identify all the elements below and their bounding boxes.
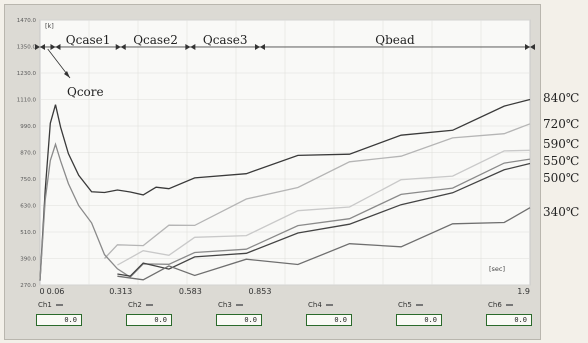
channel-label: Ch3 — [218, 301, 232, 309]
series-line-3 — [117, 149, 531, 266]
channel-value-field[interactable]: 0.0 — [396, 314, 442, 326]
channel-label: Ch1 — [38, 301, 52, 309]
phase-boundary-arrow — [35, 44, 45, 50]
annotation-arrowhead — [64, 71, 70, 78]
y-tick-label: 390.0 — [20, 257, 36, 263]
series-label-4: 550℃ — [543, 154, 579, 168]
series-label-5: 500℃ — [543, 171, 579, 185]
y-tick-label: 1110.0 — [17, 98, 37, 104]
x-tick-label: 0.853 — [249, 287, 272, 296]
phase-boundary-arrow — [50, 44, 61, 50]
series-line-2 — [104, 123, 531, 259]
x-tick-label: 1.9 — [517, 287, 530, 296]
phase-boundary-arrow — [525, 44, 535, 50]
channel-swatch — [506, 304, 513, 306]
channel-swatch — [236, 304, 243, 306]
channel-6: Ch6 0.0 — [486, 300, 546, 334]
channel-label: Ch5 — [398, 301, 412, 309]
channel-value-field[interactable]: 0.0 — [306, 314, 352, 326]
series-label-1: 840℃ — [543, 91, 579, 105]
channel-swatch — [326, 304, 333, 306]
channel-label: Ch4 — [308, 301, 322, 309]
series-line-6 — [117, 207, 531, 281]
y-tick-label: 1350.0 — [17, 45, 37, 51]
channel-5: Ch5 0.0 — [396, 300, 456, 334]
channel-swatch — [416, 304, 423, 306]
phase-label: Qbead — [375, 33, 415, 47]
channel-value-field[interactable]: 0.0 — [36, 314, 82, 326]
channel-label: Ch2 — [128, 301, 142, 309]
channel-readouts: Ch1 0.0 Ch2 0.0 Ch3 0.0 Ch4 0.0 Ch5 0.0 Ch6 0.0 — [36, 300, 536, 334]
x-tick-label: 0.583 — [179, 287, 202, 296]
phase-boundary-arrow — [185, 44, 196, 50]
x-tick-label: 0.06 — [47, 287, 65, 296]
y-tick-label: 1230.0 — [17, 71, 37, 77]
phase-boundary-arrow — [115, 44, 126, 50]
series-line-4 — [39, 142, 531, 281]
y-tick-label: 1470.0 — [17, 18, 37, 24]
channel-2: Ch2 0.0 — [126, 300, 186, 334]
channel-swatch — [56, 304, 63, 306]
series-label-6: 340℃ — [543, 205, 579, 219]
channel-4: Ch4 0.0 — [306, 300, 366, 334]
x-tick-label: 0.313 — [109, 287, 132, 296]
x-tick-label: 0 — [39, 287, 44, 296]
series-line-5 — [117, 162, 531, 277]
channel-3: Ch3 0.0 — [216, 300, 276, 334]
series-label-3: 590℃ — [543, 137, 579, 151]
channel-1: Ch1 0.0 — [36, 300, 96, 334]
phase-label: Qcase1 — [66, 33, 111, 47]
y-tick-label: 270.0 — [20, 283, 36, 289]
series-line-1 — [39, 98, 531, 281]
y-tick-label: 990.0 — [20, 124, 36, 130]
channel-value-field[interactable]: 0.0 — [216, 314, 262, 326]
y-tick-label: 630.0 — [20, 204, 36, 210]
y-unit-label: [k] — [45, 22, 54, 30]
y-tick-label: 870.0 — [20, 151, 36, 157]
channel-value-field[interactable]: 0.0 — [126, 314, 172, 326]
series-label-2: 720℃ — [543, 117, 579, 131]
y-tick-label: 510.0 — [20, 230, 36, 236]
annotation-label: Qcore — [67, 85, 104, 99]
y-tick-label: 750.0 — [20, 177, 36, 183]
channel-value-field[interactable]: 0.0 — [486, 314, 532, 326]
channel-swatch — [146, 304, 153, 306]
x-unit-label: [sec] — [489, 265, 505, 273]
phase-boundary-arrow — [254, 44, 265, 50]
phase-label: Qcase2 — [133, 33, 178, 47]
channel-label: Ch6 — [488, 301, 502, 309]
phase-label: Qcase3 — [203, 33, 248, 47]
